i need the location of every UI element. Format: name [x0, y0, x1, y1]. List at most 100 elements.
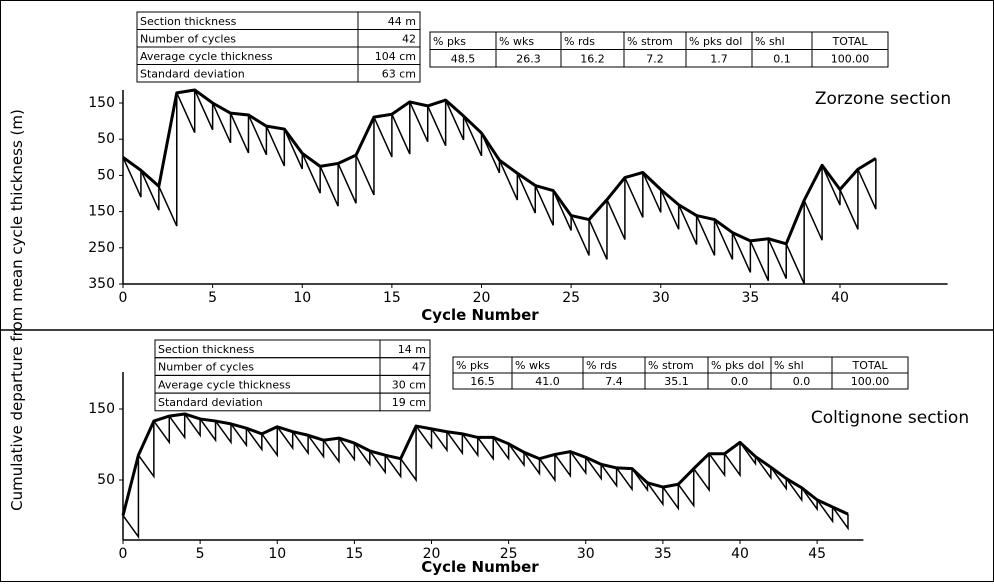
- table-cell: [831, 372, 909, 390]
- table-text: 63 cm: [382, 67, 416, 80]
- sawtooth: [767, 238, 787, 279]
- table-text: Average cycle thickness: [158, 378, 291, 391]
- sawtooth: [492, 436, 510, 462]
- sawtooth: [245, 427, 263, 452]
- sawtooth: [265, 125, 286, 167]
- x-tick-label: 15: [345, 546, 363, 562]
- table-text: % pks dol: [711, 359, 764, 372]
- table-text: % pks: [456, 359, 489, 372]
- sawtooth: [230, 423, 248, 448]
- table-text: % wks: [499, 35, 534, 48]
- x-tick-label: 5: [196, 546, 205, 562]
- table-text: TOTAL: [852, 359, 889, 372]
- sawtooth: [615, 467, 633, 492]
- y-tick-label: 50: [97, 131, 115, 147]
- table-text: Number of cycles: [140, 32, 236, 45]
- sawtooth: [534, 185, 554, 226]
- y-tick-label: 350: [88, 276, 115, 292]
- sawtooth: [785, 200, 805, 284]
- sawtooth: [480, 132, 501, 174]
- chart-title: Zorzone section: [815, 89, 951, 109]
- sawtooth: [261, 426, 278, 458]
- sawtooth: [373, 114, 393, 158]
- table-text: 26.3: [516, 52, 541, 65]
- sawtooth: [821, 164, 841, 206]
- sawtooth: [369, 450, 386, 475]
- table-text: Standard deviation: [158, 396, 263, 409]
- sawtooth: [446, 431, 464, 456]
- sawtooth: [184, 413, 201, 438]
- table-text: % strom: [648, 359, 694, 372]
- sawtooth: [552, 190, 572, 231]
- y-tick-label: 50: [97, 167, 115, 183]
- sawtooth: [713, 219, 734, 260]
- sawtooth: [606, 177, 626, 240]
- sawtooth: [677, 468, 695, 508]
- table-text: % rds: [586, 359, 617, 372]
- sawtooth: [444, 99, 465, 141]
- x-tick-label: 10: [293, 290, 311, 306]
- sawtooth: [415, 425, 433, 450]
- sawtooth: [708, 453, 726, 478]
- table-text: 16.2: [580, 52, 605, 65]
- sawtooth: [554, 451, 572, 479]
- sawtooth: [353, 442, 371, 467]
- sawtooth: [498, 159, 519, 201]
- sawtooth: [569, 451, 587, 476]
- table-text: 100.00: [851, 375, 890, 388]
- sawtooth: [214, 420, 232, 445]
- table-text: Average cycle thickness: [140, 50, 273, 63]
- sawtooth: [122, 156, 142, 198]
- sawtooth: [199, 418, 217, 443]
- sawtooth: [723, 442, 741, 478]
- table-text: 30 cm: [392, 378, 426, 391]
- table-text: % shl: [774, 359, 804, 372]
- sawtooth: [646, 482, 664, 507]
- sawtooth: [322, 438, 340, 464]
- table-text: % strom: [627, 35, 673, 48]
- sawtooth: [477, 436, 494, 462]
- sawtooth: [585, 456, 602, 481]
- table-text: Number of cycles: [158, 361, 254, 374]
- table-text: 14 m: [398, 343, 426, 356]
- sawtooth: [785, 478, 803, 503]
- table-text: 41.0: [535, 375, 560, 388]
- sawtooth: [642, 172, 662, 213]
- sawtooth: [140, 170, 160, 211]
- sawtooth: [588, 199, 608, 260]
- sawtooth: [247, 114, 268, 156]
- sawtooth: [739, 441, 757, 466]
- table-cell: [357, 64, 421, 83]
- x-tick-label: 30: [577, 546, 595, 562]
- sawtooth: [662, 484, 680, 511]
- chart-title: Coltignone section: [811, 408, 969, 428]
- sawtooth: [319, 163, 339, 207]
- table-text: % rds: [564, 35, 595, 48]
- table-text: 1.7: [710, 52, 728, 65]
- table-text: 7.2: [646, 52, 664, 65]
- x-tick-label: 10: [268, 546, 286, 562]
- sawtooth: [176, 89, 196, 133]
- table-text: Section thickness: [140, 15, 237, 28]
- y-tick-label: 150: [88, 95, 115, 111]
- y-tick-label: 250: [88, 240, 115, 256]
- sawtooth: [153, 416, 171, 445]
- x-tick-label: 35: [654, 546, 672, 562]
- x-tick-label: 45: [808, 546, 826, 562]
- x-axis-label: Cycle Number: [421, 306, 539, 324]
- x-tick-label: 20: [423, 546, 441, 562]
- sawtooth: [400, 426, 417, 483]
- y-axis-label: Cumulative departure from mean cycle thi…: [8, 109, 26, 511]
- sawtooth: [301, 153, 321, 194]
- sawtooth: [211, 102, 232, 144]
- table-text: Standard deviation: [140, 67, 245, 80]
- table-text: 42: [402, 32, 416, 45]
- table-cell: [811, 49, 889, 68]
- sawtooth: [384, 454, 402, 479]
- sawtooth: [816, 499, 834, 524]
- x-tick-label: 0: [119, 290, 128, 306]
- table-text: 16.5: [470, 375, 495, 388]
- table-text: 0.0: [731, 375, 749, 388]
- x-tick-label: 25: [562, 290, 580, 306]
- cumulative-line: [122, 88, 877, 246]
